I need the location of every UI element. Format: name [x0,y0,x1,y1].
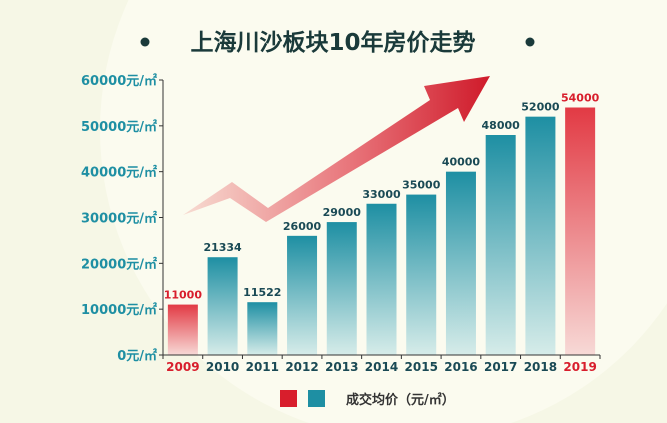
x-tick-label-2015: 2015 [405,360,438,374]
y-axis: 0元/㎡ 10000元/㎡ 20000元/㎡ 30000元/㎡ 40000元/㎡ 5000… [81,73,164,364]
y-tick-label: 30000元/㎡ [81,211,157,227]
legend-label: 成交均价（元/㎡） [346,392,455,408]
bar-2011 [247,302,278,355]
bar-2013 [326,222,357,355]
legend-swatch-red [280,390,297,407]
value-label-2017: 48000 [482,119,521,132]
value-label-2016: 40000 [442,156,481,169]
value-label-2009: 11000 [164,289,203,302]
chart-title: 上海川沙板块10年房价走势 [190,29,475,56]
y-tick-label: 40000元/㎡ [81,165,157,181]
title-dot-right [525,37,535,47]
x-tick-label-2018: 2018 [524,360,557,374]
value-label-2013: 29000 [323,206,362,219]
bar-2010 [207,257,238,355]
value-labels: 11000 21334 11522 2600029000330003500040000… [164,92,600,302]
x-tick-label-2013: 2013 [325,360,358,374]
legend: 成交均价（元/㎡） [280,390,455,408]
bar-2018 [525,116,556,356]
value-label-2012: 26000 [283,220,322,233]
x-tick-label-2019: 2019 [563,360,596,374]
bars [167,107,596,356]
bar-2016 [445,171,476,355]
bar-2017 [485,135,516,355]
x-tick-label-2010: 2010 [206,360,239,374]
x-tick-label-2009: 2009 [166,360,199,374]
x-axis: 2009 2010 2011 2012 2013 2014 2015 2016 2017 2018… [163,354,601,374]
value-label-2019: 54000 [561,92,600,105]
bar-2014 [366,203,397,355]
value-label-2010: 21334 [203,241,242,254]
value-label-2011: 11522 [243,286,281,299]
y-tick-label: 20000元/㎡ [81,256,157,272]
x-tick-label-2012: 2012 [285,360,318,374]
bar-2019 [565,107,596,355]
y-tick-label: 60000元/㎡ [81,73,157,89]
trend-arrow [183,76,490,222]
value-label-2015: 35000 [402,179,441,192]
bar-2012 [287,235,318,355]
y-tick-label: 10000元/㎡ [81,302,157,318]
y-tick-label: 0元/㎡ [117,348,157,364]
title-dot-left [140,37,150,47]
legend-swatch-teal [308,390,325,407]
x-tick-label-2017: 2017 [484,360,517,374]
bar-2009 [167,304,198,355]
y-tick-label: 50000元/㎡ [81,119,157,135]
value-label-2018: 52000 [521,101,560,114]
bar-2015 [406,194,437,355]
x-tick-label-2016: 2016 [444,360,477,374]
value-label-2014: 33000 [362,188,401,201]
x-tick-label-2014: 2014 [365,360,398,374]
x-tick-label-2011: 2011 [246,360,279,374]
